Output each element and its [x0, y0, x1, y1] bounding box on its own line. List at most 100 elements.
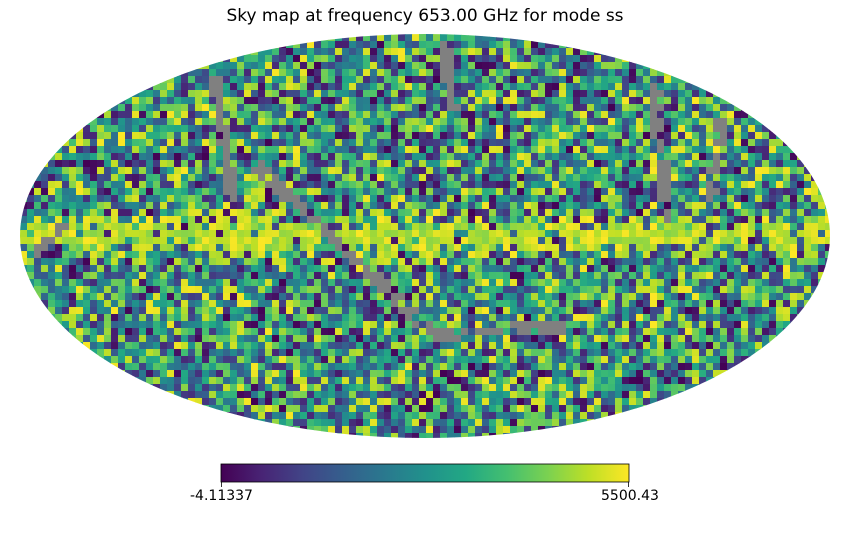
map-pixel: [160, 244, 168, 252]
map-pixel: [188, 363, 196, 371]
map-pixel: [300, 356, 308, 364]
map-pixel: [167, 160, 175, 168]
map-pixel: [195, 167, 203, 175]
map-pixel: [468, 237, 476, 245]
map-pixel: [377, 139, 385, 147]
map-pixel: [118, 216, 126, 224]
map-pixel: [405, 62, 413, 70]
map-pixel: [524, 314, 532, 322]
map-pixel: [111, 223, 119, 231]
map-pixel: [181, 307, 189, 315]
map-pixel: [587, 69, 595, 77]
map-pixel: [517, 272, 525, 280]
map-pixel: [482, 279, 490, 287]
map-pixel: [293, 300, 301, 308]
map-pixel: [174, 286, 182, 294]
map-pixel: [237, 188, 245, 196]
map-pixel: [335, 188, 343, 196]
map-pixel: [741, 118, 749, 126]
map-pixel: [76, 321, 84, 329]
map-pixel: [713, 300, 721, 308]
map-pixel: [244, 118, 252, 126]
map-pixel: [209, 90, 217, 98]
map-pixel: [622, 181, 630, 189]
map-pixel: [426, 195, 434, 203]
map-pixel: [279, 244, 287, 252]
map-pixel: [321, 174, 329, 182]
map-pixel: [573, 251, 581, 259]
map-pixel: [601, 335, 609, 343]
map-pixel: [356, 188, 364, 196]
map-pixel: [139, 118, 147, 126]
map-pixel: [258, 223, 266, 231]
map-pixel: [566, 356, 574, 364]
map-pixel: [608, 370, 616, 378]
map-pixel: [776, 181, 784, 189]
map-pixel: [209, 258, 217, 266]
map-pixel: [335, 307, 343, 315]
map-pixel: [482, 76, 490, 84]
map-pixel: [531, 328, 539, 336]
map-pixel: [398, 293, 406, 301]
map-pixel: [181, 279, 189, 287]
map-pixel: [97, 251, 105, 259]
map-pixel: [342, 202, 350, 210]
map-pixel: [328, 174, 336, 182]
map-pixel: [713, 307, 721, 315]
map-pixel: [685, 370, 693, 378]
map-pixel: [804, 188, 812, 196]
map-pixel: [461, 62, 469, 70]
map-pixel: [83, 258, 91, 266]
map-pixel: [692, 356, 700, 364]
map-pixel: [482, 146, 490, 154]
map-pixel: [335, 223, 343, 231]
map-pixel: [468, 342, 476, 350]
map-pixel: [517, 83, 525, 91]
map-pixel: [244, 258, 252, 266]
map-pixel: [405, 125, 413, 133]
map-pixel: [489, 111, 497, 119]
map-pixel: [328, 153, 336, 161]
map-pixel: [181, 76, 189, 84]
map-pixel: [580, 279, 588, 287]
map-pixel: [279, 230, 287, 238]
map-pixel: [55, 293, 63, 301]
map-pixel: [244, 223, 252, 231]
map-pixel: [671, 363, 679, 371]
map-pixel: [202, 153, 210, 161]
map-pixel: [160, 104, 168, 112]
map-pixel: [181, 286, 189, 294]
map-pixel: [118, 181, 126, 189]
map-pixel: [503, 104, 511, 112]
map-pixel: [132, 209, 140, 217]
map-pixel: [545, 188, 553, 196]
map-pixel: [783, 160, 791, 168]
map-pixel: [678, 160, 686, 168]
map-pixel: [258, 146, 266, 154]
map-pixel: [461, 363, 469, 371]
map-pixel: [216, 272, 224, 280]
map-pixel: [300, 69, 308, 77]
map-pixel: [293, 174, 301, 182]
map-pixel: [496, 349, 504, 357]
map-pixel: [727, 342, 735, 350]
map-pixel: [405, 188, 413, 196]
map-pixel: [230, 244, 238, 252]
map-pixel: [650, 230, 658, 238]
map-pixel: [566, 216, 574, 224]
map-pixel: [216, 209, 224, 217]
map-pixel: [195, 97, 203, 105]
map-pixel: [566, 293, 574, 301]
map-pixel: [293, 314, 301, 322]
map-pixel: [538, 195, 546, 203]
map-pixel: [405, 48, 413, 56]
map-pixel: [202, 363, 210, 371]
map-pixel: [454, 342, 462, 350]
map-pixel: [405, 174, 413, 182]
map-pixel: [468, 132, 476, 140]
map-pixel: [426, 265, 434, 273]
map-pixel: [601, 125, 609, 133]
map-pixel: [279, 293, 287, 301]
map-pixel: [391, 237, 399, 245]
map-pixel: [167, 321, 175, 329]
